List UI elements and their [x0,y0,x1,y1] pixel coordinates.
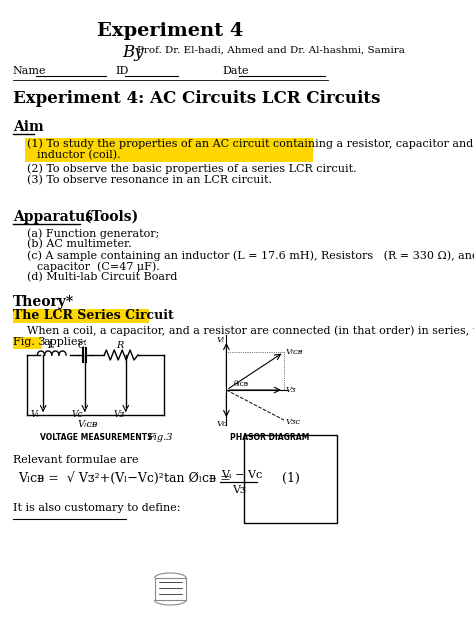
Text: Prof. Dr. El-hadi, Ahmed and Dr. Al-hashmi, Samira: Prof. Dr. El-hadi, Ahmed and Dr. Al-hash… [137,46,404,55]
Text: ID: ID [115,66,128,76]
Text: capacitor  (C=47 μF).: capacitor (C=47 μF). [37,261,160,272]
Text: L: L [47,341,53,350]
Text: Vᴄ: Vᴄ [216,420,227,428]
Text: It is also customary to define:: It is also customary to define: [13,503,181,513]
Text: VOLTAGE MEASUREMENTS: VOLTAGE MEASUREMENTS [39,433,152,442]
Text: Name: Name [13,66,46,76]
Text: Vₗᴄᴃ: Vₗᴄᴃ [78,420,98,429]
FancyBboxPatch shape [13,309,149,323]
Text: Experiment 4: AC Circuits LCR Circuits: Experiment 4: AC Circuits LCR Circuits [13,90,380,107]
Text: The LCR Series Circuit: The LCR Series Circuit [13,309,173,322]
Text: Theory*: Theory* [13,295,74,309]
Text: Vᴣ: Vᴣ [232,485,246,495]
Text: When a coil, a capacitor, and a resistor are connected (in that order) in series: When a coil, a capacitor, and a resistor… [27,325,474,336]
Text: (d) Multi-lab Circuit Board: (d) Multi-lab Circuit Board [27,272,178,283]
Text: θₗᴄᴃ: θₗᴄᴃ [234,380,249,388]
Text: tan Øₗᴄᴃ =: tan Øₗᴄᴃ = [164,472,231,485]
Text: (1): (1) [282,472,300,485]
Text: Fig. 3: Fig. 3 [13,337,46,347]
Text: Relevant formulae are: Relevant formulae are [13,455,138,465]
Text: Experiment 4: Experiment 4 [97,22,244,40]
Text: Apparatus: Apparatus [13,210,93,224]
Text: R: R [117,341,124,350]
Text: Vᴣ: Vᴣ [285,386,296,394]
FancyBboxPatch shape [13,337,42,349]
Text: (b) AC multimeter.: (b) AC multimeter. [27,239,132,249]
Text: (a) Function generator;: (a) Function generator; [27,228,160,238]
Text: Vₗ: Vₗ [216,336,224,344]
Text: (c) A sample containing an inductor (L = 17.6 mH), Resistors   (R = 330 Ω), and : (c) A sample containing an inductor (L =… [27,250,474,260]
Text: inductor (coil).: inductor (coil). [37,150,121,161]
Text: Vₗ: Vₗ [30,410,39,419]
Text: applies:: applies: [43,337,87,347]
FancyBboxPatch shape [25,138,313,162]
Text: Vₗᴄᴃ =  √ Vᴣ²+(Vₗ−Vᴄ)²: Vₗᴄᴃ = √ Vᴣ²+(Vₗ−Vᴄ)² [18,472,164,485]
FancyBboxPatch shape [155,578,186,600]
Text: Aim: Aim [13,120,44,134]
Text: (3) To observe resonance in an LCR circuit.: (3) To observe resonance in an LCR circu… [27,175,272,185]
Text: (2) To observe the basic properties of a series LCR circuit.: (2) To observe the basic properties of a… [27,163,357,174]
Text: C: C [78,341,85,350]
Text: (1) To study the properties of an AC circuit containing a resistor, capacitor an: (1) To study the properties of an AC cir… [27,138,474,149]
Text: Vᴣ: Vᴣ [114,410,125,419]
Text: By: By [122,44,144,61]
Text: Vₗ − Vᴄ: Vₗ − Vᴄ [221,470,263,480]
Text: Vₗᴄᴃ: Vₗᴄᴃ [285,348,303,356]
Text: Vᴄ: Vᴄ [72,410,83,419]
Text: Vᴣᴄ: Vᴣᴄ [285,418,301,426]
Text: Fig.3: Fig.3 [147,433,173,442]
Text: Date: Date [223,66,249,76]
Text: PHASOR DIAGRAM: PHASOR DIAGRAM [230,433,310,442]
Text: (Tools): (Tools) [81,210,139,224]
